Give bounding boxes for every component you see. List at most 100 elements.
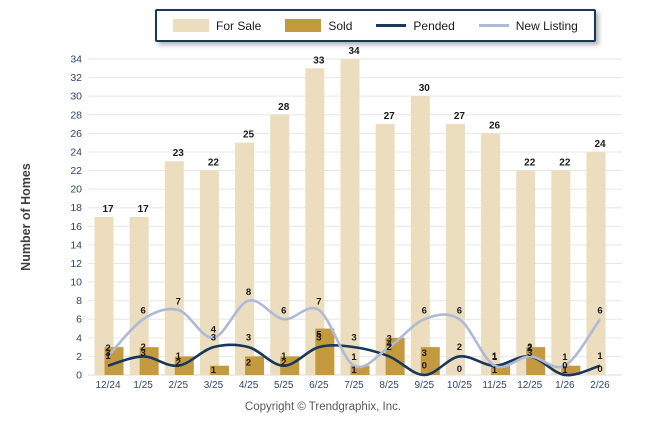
- sold-value-label: 2: [281, 357, 286, 368]
- bar-for-sale: [410, 96, 430, 376]
- bar-for-sale: [481, 133, 501, 375]
- new-listing-value-label: 6: [422, 306, 427, 317]
- pended-value-label: 3: [351, 333, 356, 344]
- y-tick-label: 32: [70, 72, 82, 84]
- x-tick-label: 1/26: [555, 380, 575, 391]
- for-sale-value-label: 26: [489, 120, 501, 131]
- sold-value-label: 2: [246, 357, 251, 368]
- x-tick-label: 9/25: [415, 380, 435, 391]
- x-tick-label: 11/25: [482, 380, 507, 391]
- x-tick-label: 2/25: [169, 380, 189, 391]
- bar-for-sale: [305, 68, 325, 375]
- x-tick-label: 8/25: [379, 380, 399, 391]
- bar-for-sale: [586, 151, 606, 375]
- new-listing-value-label: 8: [246, 287, 251, 298]
- legend-label-sold: Sold: [328, 18, 353, 33]
- y-tick-label: 24: [70, 146, 82, 158]
- y-tick-label: 28: [70, 109, 82, 121]
- bar-sold: [526, 347, 546, 375]
- pended-value-label: 0: [422, 361, 427, 372]
- legend-label-new-listing: New Listing: [515, 18, 578, 33]
- new-listing-value-label: 7: [316, 296, 321, 307]
- sold-value-label: 3: [105, 348, 110, 359]
- legend-item-new-listing: New Listing: [478, 18, 578, 33]
- bar-sold: [245, 356, 265, 375]
- new-listing-value-label: 6: [281, 306, 286, 317]
- new-listing-value-label: 6: [457, 306, 462, 317]
- bar-for-sale: [129, 217, 149, 375]
- pended-value-label: 1: [281, 351, 287, 362]
- bar-sold: [139, 347, 159, 375]
- bar-sold: [350, 365, 370, 375]
- bar-sold: [561, 365, 581, 375]
- sold-value-label: 3: [422, 348, 427, 359]
- for-sale-value-label: 27: [454, 111, 466, 122]
- y-tick-label: 6: [76, 314, 82, 326]
- for-sale-value-label: 33: [313, 55, 325, 66]
- y-tick-label: 10: [70, 277, 82, 289]
- bar-for-sale: [199, 170, 219, 375]
- sold-value-label: 1: [351, 365, 357, 376]
- y-tick-label: 34: [70, 54, 82, 66]
- new-listing-value-label: 1: [351, 352, 357, 363]
- pended-value-label: 3: [211, 333, 216, 344]
- pended-value-label: 3: [316, 333, 321, 344]
- new-listing-line: [107, 299, 602, 369]
- for-sale-value-label: 22: [524, 158, 536, 169]
- pended-value-label: 3: [246, 333, 251, 344]
- bar-for-sale: [235, 142, 255, 375]
- sold-value-label: 0: [597, 364, 602, 375]
- for-sale-value-label: 23: [173, 148, 185, 159]
- for-sale-value-label: 27: [384, 111, 396, 122]
- bar-for-sale: [164, 161, 184, 375]
- x-tick-label: 7/25: [344, 380, 364, 391]
- bar-for-sale: [375, 124, 395, 375]
- for-sale-value-label: 22: [559, 158, 571, 169]
- y-tick-label: 20: [70, 184, 82, 196]
- x-tick-label: 3/25: [204, 380, 224, 391]
- new-listing-value-label: 3: [386, 334, 391, 345]
- y-tick-label: 4: [76, 332, 82, 344]
- x-tick-label: 12/24: [95, 380, 120, 391]
- new-listing-value-label: 7: [176, 296, 181, 307]
- x-tick-label: 6/25: [309, 380, 329, 391]
- bar-sold: [209, 365, 229, 375]
- sold-value-label: 1: [492, 365, 498, 376]
- x-tick-label: 4/25: [239, 380, 259, 391]
- new-listing-value-label: 2: [105, 343, 110, 354]
- y-axis-title: Number of Homes: [19, 163, 33, 271]
- bar-for-sale: [270, 114, 290, 375]
- new-listing-value-label: 4: [211, 324, 217, 335]
- y-tick-label: 0: [76, 370, 82, 382]
- bar-sold: [420, 347, 440, 375]
- legend-label-pended: Pended: [413, 18, 455, 33]
- sold-value-label: 3: [527, 348, 532, 359]
- sold-value-label: 1: [211, 365, 217, 376]
- sold-value-label: 5: [316, 330, 322, 341]
- bar-for-sale: [445, 124, 465, 375]
- x-tick-label: 5/25: [274, 380, 294, 391]
- pended-value-label: 1: [176, 351, 182, 362]
- y-tick-label: 16: [70, 221, 82, 233]
- pended-value-label: 0: [562, 361, 567, 372]
- for-sale-swatch-icon: [173, 19, 209, 32]
- sold-value-label: 2: [176, 357, 181, 368]
- y-tick-label: 8: [76, 295, 82, 307]
- copyright-text: Copyright © Trendgraphix, Inc.: [244, 401, 402, 413]
- bar-sold: [491, 365, 511, 375]
- y-tick-label: 2: [76, 351, 82, 363]
- sold-value-label: 3: [140, 348, 145, 359]
- pended-value-label: 1: [597, 351, 603, 362]
- sold-value-label: 4: [386, 339, 392, 350]
- pended-value-label: 1: [492, 351, 498, 362]
- y-tick-label: 30: [70, 91, 82, 103]
- pended-value-label: 2: [140, 342, 145, 353]
- sold-swatch-icon: [285, 19, 322, 32]
- legend-item-sold: Sold: [285, 19, 352, 33]
- y-tick-label: 26: [70, 128, 82, 140]
- for-sale-value-label: 28: [278, 102, 290, 113]
- sold-value-label: 0: [457, 364, 462, 375]
- x-tick-label: 1/25: [133, 380, 153, 391]
- pended-line: [107, 343, 601, 377]
